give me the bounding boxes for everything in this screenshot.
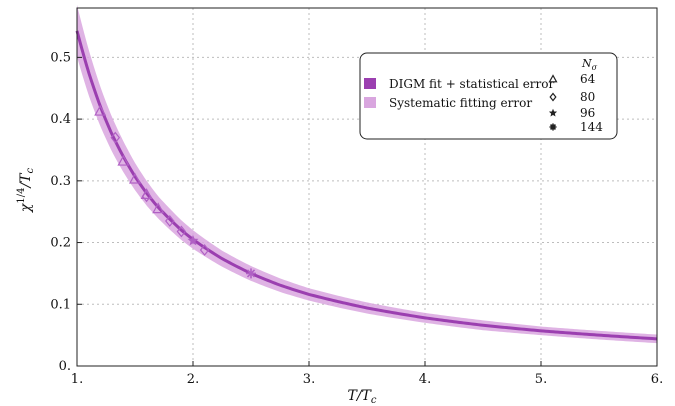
legend-series-label-80: 80 <box>580 90 595 104</box>
data-point-n96-0 <box>187 234 199 246</box>
legend-swatch-fit <box>364 78 376 89</box>
plot-frame <box>76 7 658 367</box>
legend-symbol-star <box>548 108 558 117</box>
x-tick-label-2: 3. <box>303 372 315 387</box>
legend-symbol-row-96: 96 <box>548 106 595 120</box>
legend-swatch-systematic <box>364 97 376 108</box>
legend-symbol-asterisk <box>549 123 557 131</box>
markers-layer <box>94 104 256 279</box>
legend-symbol-row-80: 80 <box>549 90 595 104</box>
legend-series-label-96: 96 <box>580 106 595 120</box>
legend-label-fit: DIGM fit + statistical error <box>389 77 554 91</box>
legend-symbol-triangle <box>548 74 558 83</box>
legend-header-n-sigma: Nσ <box>581 57 598 72</box>
x-tick-label-4: 5. <box>535 372 547 387</box>
legend-label-systematic: Systematic fitting error <box>389 96 532 110</box>
data-point-n80-4 <box>199 243 210 256</box>
fit-line-layer <box>75 30 658 341</box>
legend-series-label-144: 144 <box>580 120 603 134</box>
y-tick-label-5: 0.5 <box>50 50 71 65</box>
y-tick-label-0: 0. <box>59 359 71 374</box>
legend-symbol-row-64: 64 <box>548 72 596 86</box>
x-tick-label-5: 6. <box>651 372 663 387</box>
y-tick-label-1: 0.1 <box>50 297 71 312</box>
legend-symbol-row-144: 144 <box>549 120 603 134</box>
data-point-n64-1 <box>117 154 130 166</box>
x-tick-label-3: 4. <box>419 372 431 387</box>
y-tick-label-3: 0.3 <box>50 174 71 189</box>
data-point-n64-0 <box>94 104 107 116</box>
data-point-n80-0 <box>110 131 121 144</box>
data-point-n80-2 <box>165 214 175 227</box>
data-point-n144-0 <box>246 268 256 279</box>
legend-symbol-diamond <box>549 92 557 102</box>
data-point-n80-1 <box>141 190 152 203</box>
legend-box <box>359 52 618 140</box>
x-tick-label-0: 1. <box>71 372 83 387</box>
data-point-n64-2 <box>128 172 142 184</box>
legend-series-label-64: 64 <box>580 72 596 86</box>
legend: DIGM fit + statistical error Systematic … <box>359 52 618 140</box>
y-axis-label: χ1/4/Tc <box>16 167 36 213</box>
fit-line <box>75 30 658 341</box>
x-axis-label: T/Tc <box>347 388 376 406</box>
data-point-n80-3 <box>176 225 187 238</box>
data-point-n64-4 <box>152 202 165 214</box>
y-tick-label-4: 0.4 <box>50 112 71 127</box>
axes-frame <box>76 7 658 367</box>
tick-layer: 1. 2. 3. 4. 5. 6. 0. 0.1 0.2 0.3 0.4 0.5 <box>50 50 663 387</box>
x-tick-label-1: 2. <box>187 372 199 387</box>
y-tick-label-2: 0.2 <box>50 236 71 251</box>
